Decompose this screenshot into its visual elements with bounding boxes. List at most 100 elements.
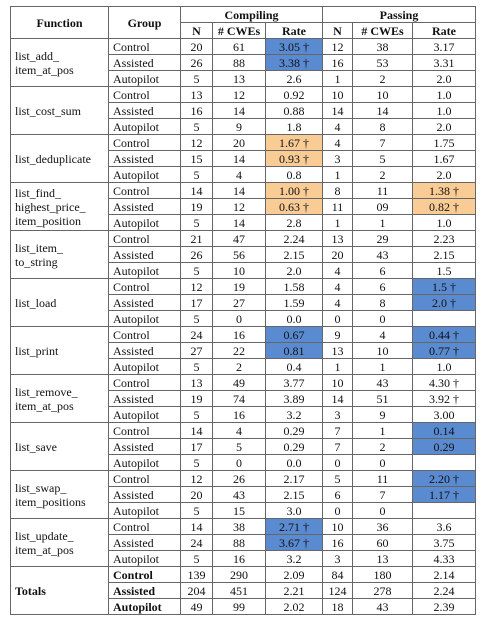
group-cell: Control <box>108 422 181 439</box>
function-name: list_remove_ <box>15 384 78 399</box>
group-cell: Autopilot <box>108 310 181 327</box>
value-cell: 20 <box>322 246 353 263</box>
function-name: item_positions <box>15 494 86 509</box>
value-cell: 0 <box>322 310 353 327</box>
value-cell: 3.92 † <box>412 390 476 407</box>
group-cell: Assisted <box>108 438 181 455</box>
value-cell: 180 <box>352 566 413 583</box>
table-row: list_update_ item_at_pos Control 14 38 2.71 †… <box>10 518 476 567</box>
header-cell: Group <box>108 6 181 39</box>
value-cell: 22 <box>212 342 266 359</box>
function-name: list_add_ <box>15 48 59 63</box>
value-cell: 0 <box>352 454 413 471</box>
function-name: list_cost_sum <box>15 103 82 118</box>
table-row: Autopilot 5 13 2.6 1 2 2.0 <box>11 70 476 87</box>
value-cell: 1.0 <box>412 86 476 103</box>
header-cell: Function <box>10 6 109 39</box>
value-cell: 2 <box>352 166 413 183</box>
table-row: Assisted 27 22 0.81 13 10 0.77 † <box>11 342 476 359</box>
group-cell: Assisted <box>108 486 181 503</box>
value-cell: 10 <box>322 86 353 103</box>
value-cell: 10 <box>212 262 266 279</box>
function-cell: list_deduplicate <box>10 134 109 183</box>
value-cell: 1.59 <box>265 294 323 311</box>
group-cell: Control <box>108 470 181 487</box>
value-cell: 0.44 † <box>412 326 476 343</box>
value-cell: 13 <box>322 342 353 359</box>
value-cell: 20 <box>180 486 213 503</box>
function-name: item_at_pos <box>15 398 74 413</box>
value-cell: 3.2 <box>265 406 323 423</box>
group-cell: Assisted <box>108 534 181 551</box>
group-cell: Assisted <box>108 342 181 359</box>
value-cell: 0.4 <box>265 358 323 375</box>
value-cell: 13 <box>180 374 213 391</box>
value-cell: 43 <box>352 374 413 391</box>
value-cell: 5 <box>180 214 213 231</box>
group-cell: Assisted <box>108 582 181 599</box>
value-cell <box>412 454 476 471</box>
group-cell: Control <box>108 518 181 535</box>
value-cell: 3.0 <box>265 502 323 519</box>
value-cell: 1.75 <box>412 134 476 151</box>
value-cell: 11 <box>322 198 353 215</box>
value-cell: 61 <box>212 38 266 55</box>
value-cell: 2.0 † <box>412 294 476 311</box>
value-cell: 0.29 <box>265 422 323 439</box>
value-cell: 26 <box>212 470 266 487</box>
group-cell: Assisted <box>108 246 181 263</box>
value-cell: 3.00 <box>412 406 476 423</box>
group-cell: Control <box>108 326 181 343</box>
value-cell: 20 <box>180 38 213 55</box>
table-row: list_print Control 24 16 0.67 9 4 0.44 † <box>10 326 476 375</box>
value-cell: 16 <box>212 406 266 423</box>
value-cell: 0 <box>352 502 413 519</box>
table-row: Totals Control 139 290 2.09 84 180 2.14 <box>10 566 476 615</box>
value-cell: 26 <box>180 54 213 71</box>
value-cell: 8 <box>352 294 413 311</box>
value-cell: 12 <box>212 86 266 103</box>
group-cell: Assisted <box>108 198 181 215</box>
value-cell: 0.88 <box>265 102 323 119</box>
value-cell: 9 <box>352 406 413 423</box>
table-row: Assisted 19 74 3.89 14 51 3.92 † <box>11 390 476 407</box>
group-cell: Autopilot <box>108 70 181 87</box>
value-cell: 99 <box>212 598 266 615</box>
table-row: Autopilot 5 10 2.0 4 6 1.5 <box>11 262 476 279</box>
value-cell: 0.77 † <box>412 342 476 359</box>
value-cell: 2.15 <box>265 246 323 263</box>
value-cell: 7 <box>322 422 353 439</box>
value-cell: 6 <box>322 486 353 503</box>
table-row: Autopilot 5 0 0.0 0 0 <box>11 454 476 471</box>
header-cell: Passing <box>322 6 476 23</box>
table-row: list_remove_ item_at_pos Control 13 49 3.77 10… <box>10 374 476 423</box>
value-cell: 3.31 <box>412 54 476 71</box>
function-cell: list_item_ to_string <box>10 230 109 279</box>
value-cell: 38 <box>212 518 266 535</box>
value-cell: 1.00 † <box>265 182 323 199</box>
table-row: Assisted 17 27 1.59 4 8 2.0 † <box>11 294 476 311</box>
value-cell: 12 <box>180 470 213 487</box>
value-cell: 3.67 † <box>265 534 323 551</box>
function-cell: list_save <box>10 422 109 471</box>
value-cell: 2.24 <box>412 582 476 599</box>
value-cell: 1 <box>352 358 413 375</box>
group-cell: Control <box>108 182 181 199</box>
value-cell: 51 <box>352 390 413 407</box>
value-cell: 3.75 <box>412 534 476 551</box>
value-cell: 15 <box>180 150 213 167</box>
function-name: list_item_ <box>15 240 63 255</box>
value-cell: 0 <box>212 310 266 327</box>
header-cell: Rate <box>412 22 476 39</box>
value-cell: 4.30 † <box>412 374 476 391</box>
table-row: Autopilot 5 4 0.8 1 2 2.0 <box>11 166 476 183</box>
value-cell: 7 <box>352 486 413 503</box>
value-cell: 14 <box>212 214 266 231</box>
value-cell: 16 <box>322 534 353 551</box>
value-cell: 4 <box>322 118 353 135</box>
function-name: list_print <box>15 343 59 358</box>
value-cell: 27 <box>212 294 266 311</box>
table-row: list_deduplicate Control 12 20 1.67 † 4 7 1.75 <box>10 134 476 183</box>
group-cell: Autopilot <box>108 502 181 519</box>
value-cell: 2.0 <box>412 70 476 87</box>
